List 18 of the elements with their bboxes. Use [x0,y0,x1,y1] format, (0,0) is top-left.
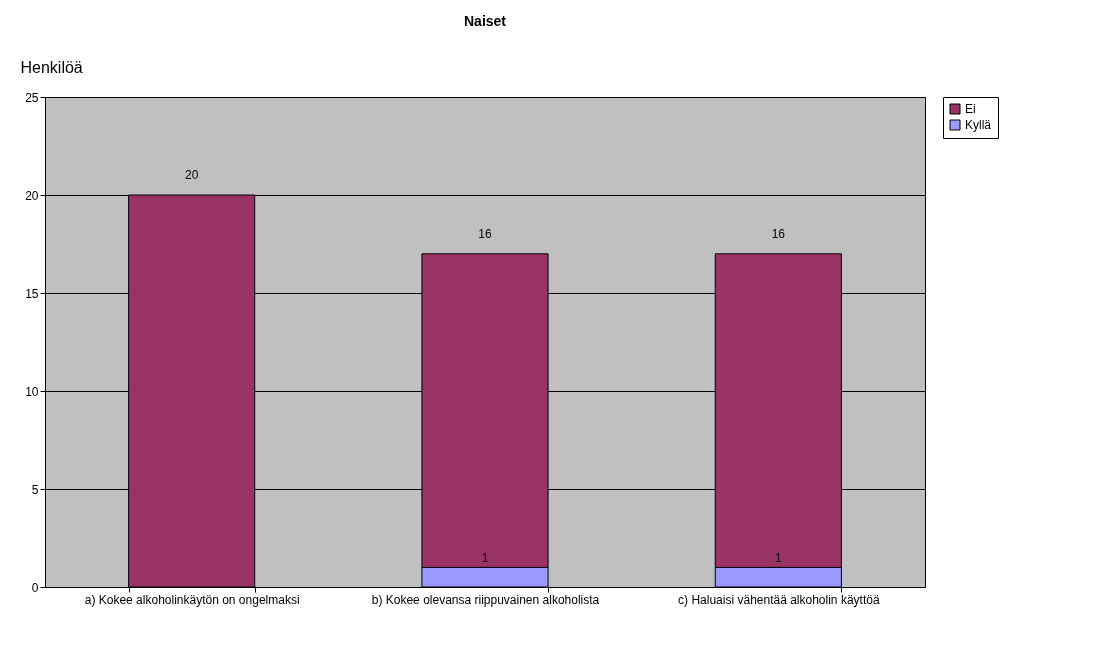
data-label: 1 [774,551,782,566]
y-tick-label: 5 [31,482,39,497]
y-tick-label: 25 [25,90,39,105]
data-label: 20 [184,168,199,182]
x-tick-label: a) Kokee alkoholinkäytön on ongelmaksi [84,592,300,607]
y-tick-label: 15 [25,286,39,301]
x-tick-label: b) Kokee olevansa riippuvainen alkoholista [371,592,600,607]
data-label: 1 [481,551,489,566]
data-label: 16 [478,226,492,241]
y-tick-label: 20 [25,188,39,203]
x-tick-label: c) Haluaisi vähentää alkoholin käyttöä [678,592,880,607]
y-axis-title: Henkilöä [20,58,83,76]
data-label: 16 [771,226,786,241]
y-tick-label: 0 [31,580,39,595]
legend-label: Ei [965,102,976,116]
y-tick-label: 10 [25,384,39,399]
chart-title: Naiset [463,13,507,29]
legend-label: Kyllä [965,118,992,132]
